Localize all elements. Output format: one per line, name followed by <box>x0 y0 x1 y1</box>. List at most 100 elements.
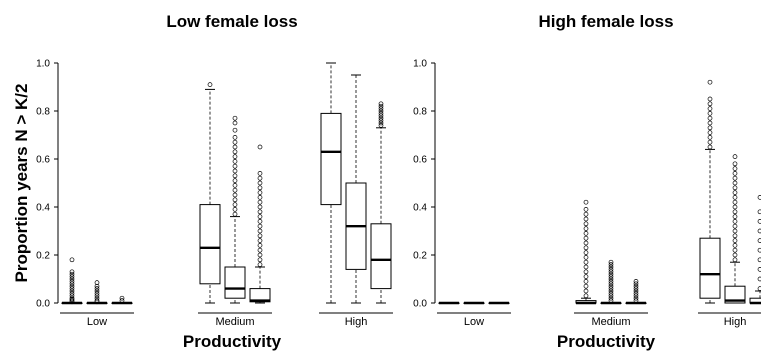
outlier-point <box>94 283 100 289</box>
y-tick-label: 0.6 <box>36 155 50 166</box>
y-tick-label: 1.0 <box>413 59 427 70</box>
outlier-point <box>232 173 238 179</box>
outlier-point <box>583 293 589 299</box>
y-tick-label: 0.4 <box>36 203 50 214</box>
outlier-point <box>232 202 238 207</box>
outlier-point <box>707 125 713 131</box>
outlier-point <box>757 228 761 234</box>
outlier-point <box>232 197 238 203</box>
outlier-point <box>378 118 384 123</box>
outlier-point <box>608 288 614 294</box>
outlier-point <box>583 211 589 217</box>
outlier-point <box>257 228 263 234</box>
boxplot <box>600 259 622 305</box>
outlier-point <box>583 269 589 275</box>
outlier-point <box>732 228 738 234</box>
outlier-point <box>232 120 238 126</box>
outlier-point <box>232 159 238 164</box>
outlier-point <box>69 274 75 279</box>
outlier-point <box>257 190 263 195</box>
outlier-point <box>583 231 589 236</box>
outlier-point <box>378 101 384 107</box>
outlier-point <box>732 175 738 181</box>
outlier-point <box>232 154 238 159</box>
y-tick-label: 0.0 <box>36 299 50 310</box>
outlier-point <box>257 223 263 229</box>
outlier-point <box>257 209 263 215</box>
outlier-point <box>232 127 238 133</box>
boxplot <box>86 280 108 305</box>
outlier-point <box>232 149 238 155</box>
group-label: Low <box>87 316 107 328</box>
outlier-point <box>633 298 639 303</box>
x-axis-label: Productivity <box>557 332 656 351</box>
outlier-point <box>94 291 100 296</box>
box <box>370 223 392 290</box>
outlier-point <box>732 238 738 243</box>
outlier-point <box>232 192 238 198</box>
outlier-point <box>94 286 100 291</box>
outlier-point <box>732 161 738 167</box>
panel-high-female-loss: High female loss 0.0 0.2 0.4 0.6 0.8 1.0 Low M… <box>413 12 761 351</box>
outlier-point <box>583 283 589 289</box>
y-axis: 0.0 0.2 0.4 0.6 0.8 1.0 <box>36 59 59 310</box>
outlier-point <box>207 82 213 87</box>
outlier-point <box>94 280 100 285</box>
outlier-point <box>608 291 614 296</box>
boxplot <box>724 154 746 304</box>
x-axis-label: Productivity <box>183 332 282 351</box>
outlier-point <box>707 144 713 150</box>
outlier-point <box>232 168 238 174</box>
outlier-point <box>257 262 263 267</box>
box <box>724 285 746 304</box>
outlier-point <box>732 185 738 191</box>
outlier-point <box>257 175 263 181</box>
outlier-point <box>232 178 238 183</box>
boxplot <box>199 82 221 304</box>
outlier-point <box>732 223 738 229</box>
outlier-point <box>608 283 614 289</box>
y-tick-label: 1.0 <box>36 59 50 70</box>
outlier-point <box>608 276 614 282</box>
outlier-point <box>232 187 238 193</box>
outlier-point <box>583 235 589 241</box>
boxplot <box>575 199 597 305</box>
outlier-point <box>232 163 238 169</box>
outlier-point <box>707 139 713 145</box>
outlier-point <box>732 214 738 219</box>
box <box>320 112 342 206</box>
outlier-point <box>257 185 263 191</box>
boxplot <box>61 257 83 305</box>
outlier-point <box>583 274 589 279</box>
outlier-point <box>378 123 384 128</box>
outlier-point <box>94 288 100 294</box>
outlier-point <box>583 279 589 284</box>
y-tick-label: 0.0 <box>413 299 427 310</box>
outlier-point <box>257 214 263 219</box>
outlier-point <box>707 115 713 121</box>
outlier-point <box>232 139 238 145</box>
outlier-point <box>257 199 263 205</box>
outlier-point <box>633 281 639 287</box>
y-tick-label: 0.4 <box>413 203 427 214</box>
outlier-point <box>732 219 738 224</box>
y-tick-label: 0.6 <box>413 155 427 166</box>
y-tick-label: 0.2 <box>413 251 427 262</box>
outlier-point <box>378 103 384 109</box>
outlier-point <box>257 219 263 224</box>
outlier-point <box>583 199 589 205</box>
outlier-point <box>757 286 761 291</box>
outlier-point <box>69 295 75 301</box>
outlier-point <box>732 252 738 258</box>
outlier-point <box>232 115 238 121</box>
outlier-point <box>257 144 263 150</box>
outlier-point <box>119 298 125 303</box>
boxplots <box>61 62 392 305</box>
outlier-point <box>707 96 713 102</box>
outlier-point <box>94 298 100 303</box>
outlier-point <box>608 259 614 265</box>
outlier-point <box>732 180 738 186</box>
y-axis-label: Proportion years N > K/2 <box>12 84 31 283</box>
outlier-point <box>69 291 75 296</box>
outlier-point <box>608 286 614 291</box>
